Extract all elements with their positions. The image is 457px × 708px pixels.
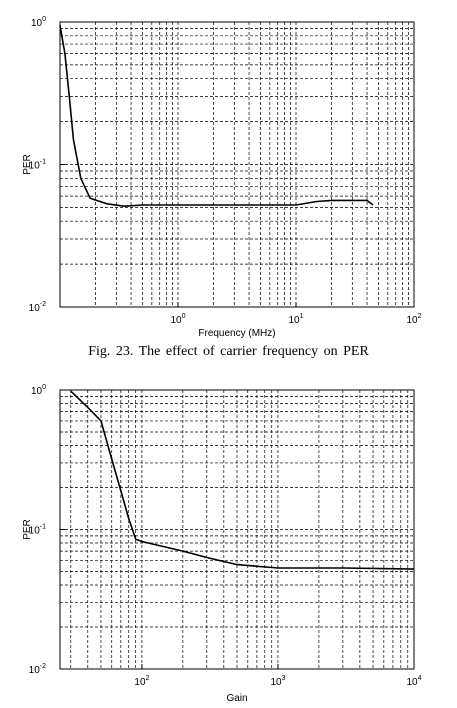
x-tick-label: 103 — [270, 675, 285, 688]
y-gridlines — [60, 28, 414, 265]
y-tick-label: 10-2 — [29, 663, 46, 676]
x-tick-label: 102 — [406, 313, 421, 326]
per-series-line — [59, 25, 374, 208]
y-tick-label: 100 — [31, 384, 46, 397]
y-tick-label: 100 — [31, 16, 46, 29]
per-series-line — [70, 390, 415, 570]
y-axis-label: PER — [22, 519, 33, 540]
y-tick-label: 10-1 — [29, 159, 46, 172]
figure-caption: Fig. 23. The effect of carrier frequency… — [88, 344, 369, 359]
x-axis-label: Frequency (MHz) — [198, 328, 275, 339]
y-tick-label: 10-2 — [29, 301, 46, 314]
x-tick-label: 102 — [134, 675, 149, 688]
x-tick-label: 101 — [288, 313, 303, 326]
y-tick-label: 10-1 — [29, 524, 46, 537]
x-gridlines — [70, 390, 409, 669]
gain-per-chart: 102 103 104 100 10-1 10-2 Gain PER — [22, 384, 422, 704]
frequency-per-chart: 100 101 102 100 10-1 10-2 Frequency (MHz) PER — [22, 16, 422, 339]
y-gridlines — [60, 396, 414, 628]
x-tick-label: 104 — [406, 675, 421, 688]
x-tick-label: 100 — [170, 313, 185, 326]
y-axis-label: PER — [22, 154, 33, 175]
x-axis-label: Gain — [226, 693, 247, 704]
